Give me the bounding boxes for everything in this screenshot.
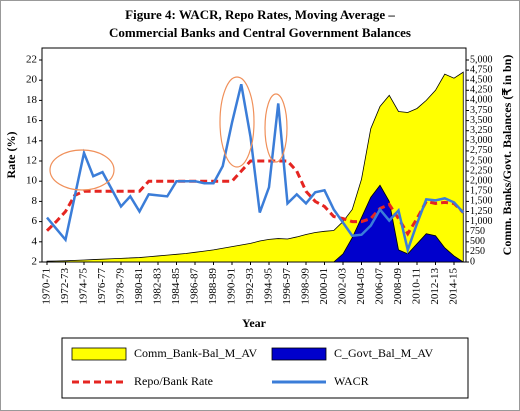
x-tick-label: 1982-83 bbox=[152, 268, 164, 305]
line bbox=[46, 83, 465, 255]
legend-swatch bbox=[71, 347, 127, 361]
y2-tick-label: 4,750 bbox=[470, 64, 493, 75]
chart-title: Figure 4: WACR, Repo Rates, Moving Avera… bbox=[125, 7, 395, 22]
legend bbox=[61, 337, 469, 399]
y2-tick-label: 2,500 bbox=[470, 155, 493, 166]
y2-tick-label: 1,000 bbox=[470, 216, 493, 227]
x-tick-label: 2006-07 bbox=[374, 268, 386, 305]
y2-axis-title: Comm. Banks/Govt. Balances (₹ in bn) bbox=[500, 55, 514, 256]
y-tick-label: 10 bbox=[26, 175, 38, 187]
legend-label: WACR bbox=[334, 374, 369, 388]
x-tick-label: 1992-93 bbox=[244, 268, 256, 305]
x-tick-label: 1994-95 bbox=[263, 268, 275, 305]
y2-tick-label: 1,500 bbox=[470, 196, 493, 207]
x-tick-label: 1990-91 bbox=[226, 268, 238, 305]
x-tick-label: 2002-03 bbox=[337, 268, 349, 305]
y-tick-label: 20 bbox=[26, 74, 38, 86]
x-tick-label: 2012-13 bbox=[429, 268, 441, 305]
x-tick-label: 2010-11 bbox=[411, 268, 423, 304]
x-axis-title: Year bbox=[242, 316, 267, 330]
x-tick-label: 2014-15 bbox=[448, 268, 460, 305]
y2-tick-label: 3,250 bbox=[470, 125, 493, 136]
x-tick-label: 1996-97 bbox=[281, 268, 293, 305]
legend-label: C_Govt_Bal_M_AV bbox=[334, 346, 433, 360]
y2-tick-label: 3,500 bbox=[470, 115, 493, 126]
y-tick-label: 18 bbox=[26, 94, 38, 106]
y-tick-label: 2 bbox=[32, 256, 38, 268]
y-axis-title: Rate (%) bbox=[4, 132, 18, 179]
y2-tick-label: 2,750 bbox=[470, 145, 493, 156]
y-tick-label: 22 bbox=[26, 54, 37, 66]
y-tick-label: 16 bbox=[26, 114, 38, 126]
y-tick-label: 4 bbox=[32, 235, 38, 247]
y2-tick-label: 3,000 bbox=[470, 135, 493, 146]
y-tick-label: 6 bbox=[32, 215, 38, 227]
y-tick-label: 8 bbox=[32, 195, 38, 207]
x-tick-label: 2000-01 bbox=[318, 268, 330, 305]
legend-swatch bbox=[271, 347, 327, 361]
y2-tick-label: 5,000 bbox=[470, 54, 493, 65]
x-tick-label: 1984-85 bbox=[170, 268, 182, 305]
plot bbox=[45, 71, 465, 263]
x-tick-label: 1998-99 bbox=[300, 268, 312, 305]
annotation-ellipse bbox=[49, 149, 115, 191]
y2-tick-label: 2,250 bbox=[470, 165, 493, 176]
legend-label: Repo/Bank Rate bbox=[134, 374, 213, 388]
x-tick-label: 2004-05 bbox=[355, 268, 367, 305]
y2-tick-label: 0 bbox=[470, 256, 475, 267]
y2-tick-label: 4,500 bbox=[470, 74, 493, 85]
y2-tick-label: 4,000 bbox=[470, 95, 493, 106]
y-tick-label: 14 bbox=[26, 134, 38, 146]
x-tick-label: 1972-73 bbox=[59, 268, 71, 305]
y2-tick-label: 4,250 bbox=[470, 85, 493, 96]
y2-tick-label: 2,000 bbox=[470, 175, 493, 186]
y2-tick-label: 750 bbox=[470, 226, 485, 237]
y2-tick-label: 1,750 bbox=[470, 186, 493, 197]
x-tick-label: 1988-89 bbox=[207, 268, 219, 305]
x-tick-label: 1970-71 bbox=[41, 268, 53, 305]
area bbox=[46, 71, 464, 263]
x-tick-label: 1974-75 bbox=[78, 268, 90, 305]
area bbox=[47, 184, 465, 263]
y-tick-label: 12 bbox=[26, 155, 37, 167]
annotation-ellipse bbox=[219, 76, 255, 168]
y2-tick-label: 250 bbox=[470, 246, 485, 257]
chart-title: Commercial Banks and Central Government … bbox=[109, 25, 411, 40]
x-tick-label: 1976-77 bbox=[96, 268, 108, 305]
x-tick-label: 2008-09 bbox=[392, 268, 404, 305]
x-tick-label: 1980-81 bbox=[133, 268, 145, 305]
y2-tick-label: 500 bbox=[470, 236, 485, 247]
y2-tick-label: 3,750 bbox=[470, 105, 493, 116]
x-tick-label: 1986-87 bbox=[189, 268, 201, 305]
y2-tick-label: 1,250 bbox=[470, 206, 493, 217]
annotation-ellipse bbox=[264, 93, 288, 163]
x-tick-label: 1978-79 bbox=[115, 268, 127, 305]
legend-label: Comm_Bank-Bal_M_AV bbox=[134, 346, 257, 360]
